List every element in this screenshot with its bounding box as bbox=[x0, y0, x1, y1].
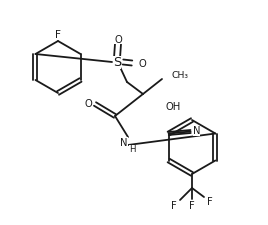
Text: N: N bbox=[120, 137, 128, 147]
Text: N: N bbox=[193, 126, 200, 136]
Text: O: O bbox=[84, 99, 92, 108]
Text: OH: OH bbox=[165, 101, 180, 112]
Text: H: H bbox=[129, 145, 135, 154]
Text: F: F bbox=[55, 30, 61, 40]
Text: F: F bbox=[207, 196, 213, 206]
Text: CH₃: CH₃ bbox=[172, 71, 189, 80]
Text: O: O bbox=[138, 59, 146, 69]
Text: F: F bbox=[189, 200, 195, 210]
Text: S: S bbox=[113, 56, 121, 69]
Text: F: F bbox=[171, 200, 177, 210]
Text: O: O bbox=[114, 35, 122, 45]
